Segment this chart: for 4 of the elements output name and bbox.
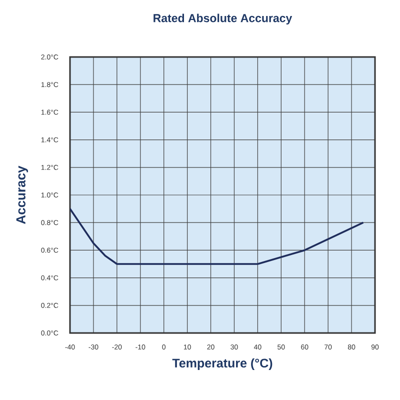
x-axis-title: Temperature (°C) xyxy=(172,358,272,370)
chart-title: Rated Absolute Accuracy xyxy=(154,14,292,24)
line-series xyxy=(70,208,364,265)
y-axis-title: Accuracy xyxy=(16,166,28,224)
